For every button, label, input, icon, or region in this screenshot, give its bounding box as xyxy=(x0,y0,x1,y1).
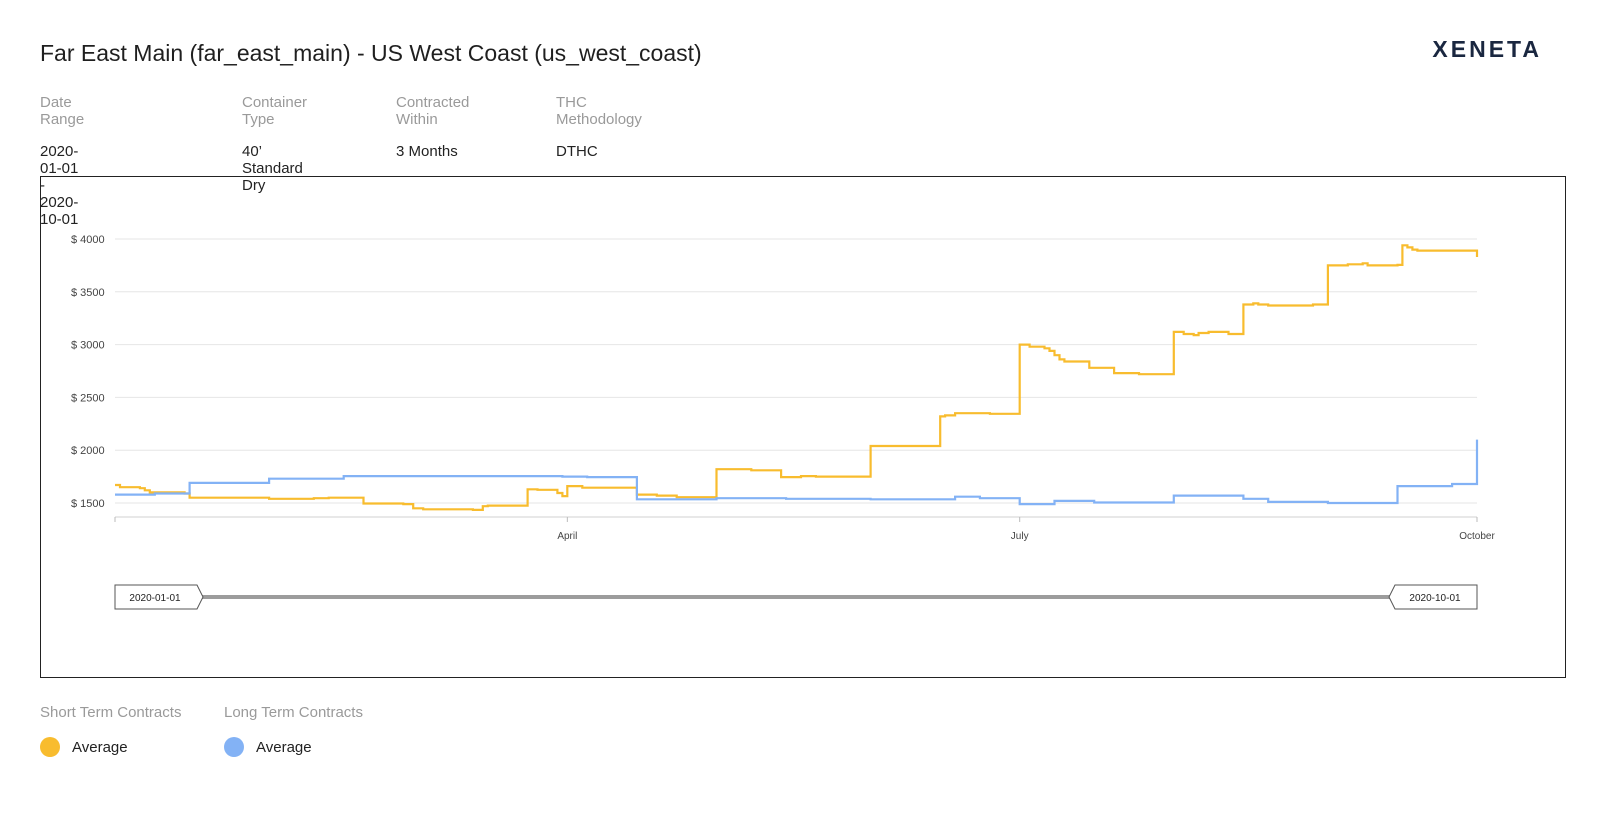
meta-thc-methodology: THC Methodology DTHC xyxy=(556,94,642,160)
meta-label: THC Methodology xyxy=(556,94,642,128)
meta-value: 2020-01-01 - 2020-10-01 xyxy=(40,143,79,228)
y-tick-label: $ 2000 xyxy=(71,445,105,457)
x-tick-label: April xyxy=(557,531,577,542)
legend-title: Short Term Contracts xyxy=(40,704,182,721)
series-line-long-term xyxy=(115,439,1479,506)
page-title: Far East Main (far_east_main) - US West … xyxy=(40,40,702,66)
meta-contracted-within: Contracted Within 3 Months xyxy=(396,94,469,160)
navigator-end-label: 2020-10-01 xyxy=(1409,593,1461,604)
x-tick-label: July xyxy=(1011,531,1029,542)
legend-title: Long Term Contracts xyxy=(224,704,363,721)
xeneta-logo: XENETA xyxy=(1432,36,1542,62)
legend-label: Average xyxy=(256,738,312,756)
y-tick-label: $ 2500 xyxy=(71,392,105,404)
legend-long-term: Long Term Contracts Average xyxy=(224,704,363,757)
meta-label: Contracted Within xyxy=(396,94,470,128)
meta-container-type: Container Type 40’ Standard Dry xyxy=(242,94,307,194)
series-line-short-term xyxy=(115,244,1479,511)
legend-short-term: Short Term Contracts Average xyxy=(40,704,181,757)
meta-label: Container Type xyxy=(242,94,308,128)
meta-value: 3 Months xyxy=(396,143,458,160)
price-chart: $ 1500 $ 2000 $ 2500 $ 3000 $ 3500 $ 4000 Apri… xyxy=(71,234,1495,610)
legend-item-long-term-average[interactable]: Average xyxy=(224,737,363,757)
legend-dot-icon xyxy=(40,737,60,757)
meta-value: 40’ Standard Dry xyxy=(242,143,303,194)
y-tick-label: $ 1500 xyxy=(71,498,105,510)
y-tick-label: $ 4000 xyxy=(71,234,105,246)
legend-item-short-term-average[interactable]: Average xyxy=(40,737,181,757)
meta-date-range: Date Range 2020-01-01 - 2020-10-01 xyxy=(40,94,84,228)
y-tick-label: $ 3000 xyxy=(71,340,105,352)
legend-label: Average xyxy=(72,738,128,756)
meta-label: Date Range xyxy=(40,94,85,128)
navigator-start-label: 2020-01-01 xyxy=(129,593,181,604)
meta-value: DTHC xyxy=(556,143,598,160)
navigator-end-handle[interactable] xyxy=(1388,584,1478,610)
y-tick-label: $ 3500 xyxy=(71,287,105,299)
chart-frame: $ 1500 $ 2000 $ 2500 $ 3000 $ 3500 $ 4000 Apri… xyxy=(40,176,1566,678)
x-tick-label: October xyxy=(1459,531,1495,542)
navigator-track xyxy=(201,595,1391,599)
legend-dot-icon xyxy=(224,737,244,757)
navigator-start-handle[interactable] xyxy=(114,584,204,610)
